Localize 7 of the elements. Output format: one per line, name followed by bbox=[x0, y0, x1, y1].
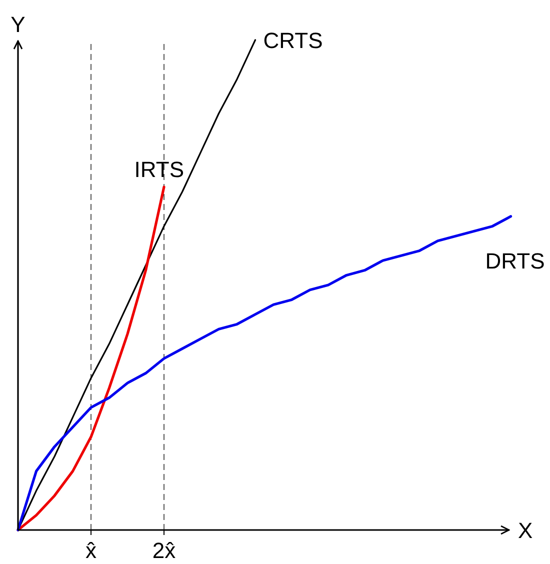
series-label: CRTS bbox=[263, 28, 323, 53]
series-label: DRTS bbox=[485, 248, 545, 274]
series-label: IRTS bbox=[134, 157, 184, 182]
x-tick-label: x̂ bbox=[86, 538, 96, 563]
x-axis-title: X bbox=[518, 518, 533, 543]
y-axis-title: Y bbox=[10, 12, 26, 37]
x-tick-label: 2x̂ bbox=[152, 538, 176, 563]
